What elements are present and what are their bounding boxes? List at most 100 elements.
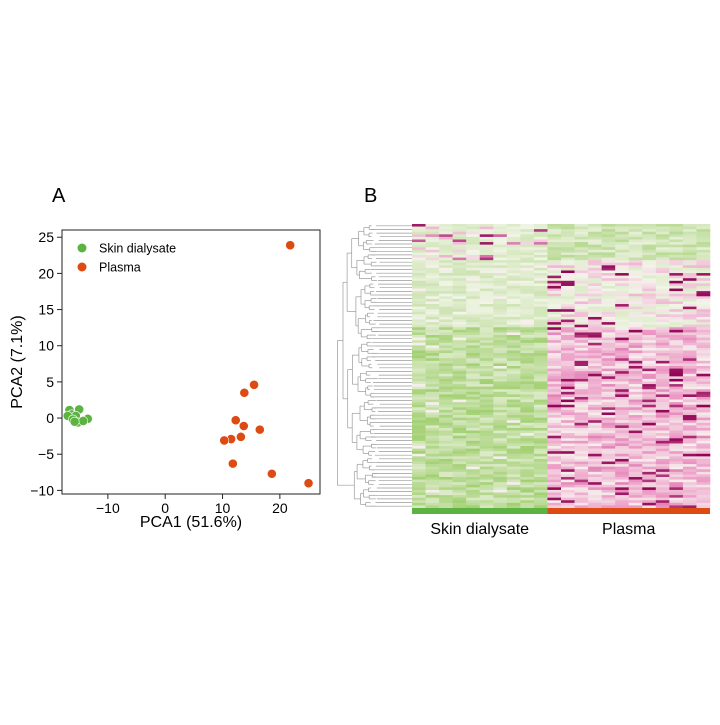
heatmap-cell: [452, 288, 467, 292]
heatmap-cell: [479, 440, 494, 444]
heatmap-cell: [601, 283, 616, 287]
heatmap-cell: [439, 293, 453, 297]
heatmap-cell: [655, 495, 670, 498]
heatmap-cell: [533, 231, 548, 235]
heatmap-cell: [506, 353, 521, 356]
heatmap-cell: [466, 340, 481, 344]
heatmap-cell: [452, 458, 467, 462]
heatmap-cell: [696, 425, 711, 429]
heatmap-cell: [669, 492, 684, 496]
heatmap-cell: [696, 461, 711, 465]
heatmap-cell: [439, 270, 453, 274]
heatmap-cell: [696, 309, 711, 313]
heatmap-cell: [601, 304, 616, 307]
heatmap-cell: [533, 471, 548, 475]
heatmap-cell: [696, 492, 711, 496]
heatmap-cell: [547, 337, 562, 341]
heatmap-cell: [479, 226, 494, 230]
heatmap-cell: [655, 456, 670, 460]
heatmap-cell: [493, 355, 508, 359]
heatmap-cell: [682, 417, 697, 421]
heatmap-cell: [655, 487, 670, 491]
heatmap-cell: [696, 376, 711, 380]
heatmap-cell: [493, 229, 508, 233]
heatmap-cell: [439, 502, 453, 506]
heatmap-cell: [493, 497, 508, 501]
heatmap-cell: [506, 368, 521, 372]
heatmap-cell: [628, 448, 643, 452]
heatmap-cell: [642, 296, 657, 300]
heatmap-cell: [669, 368, 684, 372]
heatmap-cell: [479, 443, 494, 447]
heatmap-cell: [642, 265, 657, 269]
heatmap-cell: [669, 260, 684, 264]
heatmap-cell: [506, 489, 521, 493]
heatmap-cell: [642, 427, 657, 431]
heatmap-cell: [615, 224, 630, 227]
heatmap-cell: [696, 226, 711, 230]
heatmap-cell: [574, 322, 589, 325]
heatmap-cell: [547, 435, 562, 439]
heatmap-cell: [520, 433, 535, 437]
heatmap-cell: [615, 394, 630, 398]
heatmap-cell: [561, 257, 575, 261]
heatmap-cell: [425, 477, 440, 480]
heatmap-cell: [479, 239, 494, 243]
heatmap-cell: [601, 327, 616, 331]
heatmap-cell: [561, 275, 575, 279]
heatmap-cell: [601, 229, 616, 233]
heatmap-cell: [561, 366, 575, 369]
heatmap-cell: [547, 412, 562, 416]
heatmap-cell: [466, 461, 481, 465]
heatmap-cell: [547, 350, 562, 354]
heatmap-cell: [574, 358, 589, 362]
heatmap-cell: [493, 456, 508, 460]
heatmap-cell: [466, 505, 481, 509]
heatmap-cell: [506, 301, 521, 305]
heatmap-cell: [574, 329, 589, 333]
heatmap-cell: [601, 427, 616, 431]
heatmap-cell: [493, 234, 508, 238]
heatmap-cell: [533, 234, 548, 238]
heatmap-cell: [615, 484, 630, 488]
heatmap-cell: [628, 474, 643, 478]
heatmap-cell: [574, 285, 589, 289]
heatmap-cell: [479, 430, 494, 434]
heatmap-cell: [479, 324, 494, 328]
heatmap-cell: [628, 306, 643, 310]
heatmap-cell: [439, 399, 453, 403]
heatmap-cell: [642, 373, 657, 377]
heatmap-cell: [506, 360, 521, 364]
heatmap-cell: [669, 430, 684, 434]
heatmap-cell: [615, 285, 630, 289]
heatmap-cell: [479, 378, 494, 382]
heatmap-cell: [547, 438, 562, 442]
heatmap-cell: [669, 283, 684, 287]
heatmap-cell: [506, 399, 521, 403]
heatmap-cell: [655, 425, 670, 429]
heatmap-cell: [506, 376, 521, 380]
heatmap-cell: [506, 492, 521, 496]
heatmap-cell: [466, 502, 481, 506]
heatmap-cell: [642, 448, 657, 452]
heatmap-cell: [425, 298, 440, 302]
heatmap-cell: [669, 399, 684, 403]
heatmap-cell: [493, 402, 508, 406]
heatmap-cell: [601, 337, 616, 341]
heatmap-cell: [588, 396, 602, 400]
heatmap-cell: [642, 412, 657, 416]
heatmap-cell: [574, 399, 589, 403]
heatmap-cell: [615, 355, 630, 359]
heatmap-cell: [493, 350, 508, 354]
heatmap-cell: [682, 262, 697, 266]
heatmap-cell: [425, 389, 440, 393]
heatmap-cell: [520, 371, 535, 375]
heatmap-cell: [642, 420, 657, 424]
heatmap-cell: [479, 231, 494, 235]
heatmap-cell: [547, 484, 562, 488]
heatmap-cell: [628, 477, 643, 480]
heatmap-cell: [533, 322, 548, 325]
heatmap-cell: [574, 435, 589, 439]
heatmap-cell: [493, 342, 508, 346]
heatmap-cell: [533, 495, 548, 498]
